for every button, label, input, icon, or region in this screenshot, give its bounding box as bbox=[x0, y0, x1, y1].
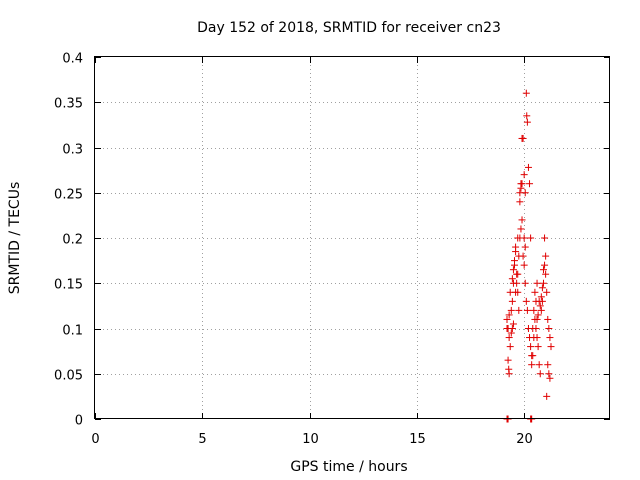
data-point bbox=[527, 343, 535, 351]
y-axis-label: SRMTID / TECUs bbox=[7, 182, 23, 295]
data-point bbox=[539, 266, 547, 274]
data-point bbox=[518, 180, 526, 188]
data-point bbox=[542, 270, 550, 278]
data-point bbox=[512, 248, 520, 256]
data-points bbox=[503, 89, 555, 423]
data-point bbox=[516, 189, 524, 197]
data-point bbox=[519, 134, 527, 142]
data-point bbox=[541, 261, 549, 269]
y-tick-label: 0.3 bbox=[62, 143, 83, 158]
data-point bbox=[546, 374, 554, 382]
data-point bbox=[520, 261, 528, 269]
data-point bbox=[506, 288, 514, 296]
data-point bbox=[543, 288, 551, 296]
data-point bbox=[537, 306, 545, 314]
y-tick-label: 0.05 bbox=[54, 369, 83, 384]
data-point bbox=[531, 288, 539, 296]
data-point bbox=[523, 112, 531, 120]
y-tick-label: 0.15 bbox=[54, 278, 83, 293]
data-point bbox=[545, 370, 553, 378]
data-point bbox=[505, 311, 513, 319]
x-tick-label: 20 bbox=[516, 432, 533, 447]
data-point bbox=[505, 370, 513, 378]
data-point bbox=[537, 293, 545, 301]
data-point bbox=[528, 361, 536, 369]
data-point bbox=[533, 279, 541, 287]
data-point bbox=[524, 163, 532, 171]
data-point bbox=[536, 302, 544, 310]
data-point bbox=[503, 315, 511, 323]
data-point bbox=[542, 252, 550, 260]
data-point bbox=[529, 352, 537, 360]
y-tick-label: 0 bbox=[75, 414, 83, 429]
y-tick-label: 0.4 bbox=[62, 52, 83, 67]
data-point bbox=[532, 325, 540, 332]
data-point bbox=[541, 234, 549, 242]
data-point bbox=[503, 325, 511, 332]
data-point bbox=[508, 297, 516, 305]
data-point bbox=[514, 234, 522, 242]
data-point bbox=[523, 306, 531, 314]
data-point bbox=[535, 361, 543, 369]
x-tick-label: 0 bbox=[91, 432, 99, 447]
data-point bbox=[508, 275, 516, 283]
data-point bbox=[546, 334, 554, 342]
data-point bbox=[505, 334, 513, 342]
data-point bbox=[521, 243, 529, 251]
data-point bbox=[521, 279, 529, 287]
data-point bbox=[547, 343, 555, 351]
data-point bbox=[527, 234, 535, 242]
data-point bbox=[516, 198, 524, 206]
y-tick-label: 0.2 bbox=[62, 233, 83, 248]
data-point bbox=[539, 279, 547, 287]
data-point bbox=[509, 320, 517, 328]
data-point bbox=[520, 171, 528, 179]
data-point bbox=[523, 118, 531, 126]
data-point bbox=[533, 315, 541, 323]
data-point bbox=[534, 311, 542, 319]
data-point bbox=[507, 329, 515, 337]
x-tick-label: 15 bbox=[409, 432, 426, 447]
x-axis-label: GPS time / hours bbox=[290, 459, 407, 475]
data-point bbox=[511, 257, 519, 265]
data-point bbox=[513, 279, 521, 287]
data-point bbox=[518, 216, 526, 224]
x-tick-label: 5 bbox=[198, 432, 206, 447]
data-point bbox=[520, 234, 528, 242]
x-tick-label: 10 bbox=[302, 432, 319, 447]
data-point bbox=[545, 325, 553, 332]
data-point bbox=[536, 370, 544, 378]
data-point bbox=[507, 306, 515, 314]
y-tick-label: 0.1 bbox=[62, 324, 83, 339]
y-tick-label: 0.25 bbox=[54, 188, 83, 203]
data-point bbox=[530, 306, 538, 314]
data-point bbox=[522, 89, 530, 97]
data-point bbox=[534, 343, 542, 351]
plot-frame bbox=[94, 56, 610, 419]
data-point bbox=[544, 315, 552, 323]
data-point bbox=[517, 184, 525, 192]
data-point bbox=[544, 361, 552, 369]
data-point bbox=[514, 270, 522, 278]
data-point bbox=[538, 284, 546, 292]
chart-title: Day 152 of 2018, SRMTID for receiver cn2… bbox=[197, 20, 501, 36]
data-point bbox=[509, 266, 517, 274]
data-point bbox=[519, 252, 527, 260]
data-point bbox=[504, 356, 512, 364]
data-point bbox=[543, 392, 551, 400]
y-tick-label: 0.35 bbox=[54, 97, 83, 112]
axis-ticks: 0 0.05 0.1 0.15 0.2 0.25 0.3 0.35 0.4 0 5 10 15 20 bbox=[54, 52, 610, 447]
data-point bbox=[530, 334, 538, 342]
data-point bbox=[515, 306, 523, 314]
data-point bbox=[506, 343, 514, 351]
data-point bbox=[535, 297, 543, 305]
data-point bbox=[526, 180, 534, 188]
data-point bbox=[517, 225, 525, 233]
data-point bbox=[522, 297, 530, 305]
